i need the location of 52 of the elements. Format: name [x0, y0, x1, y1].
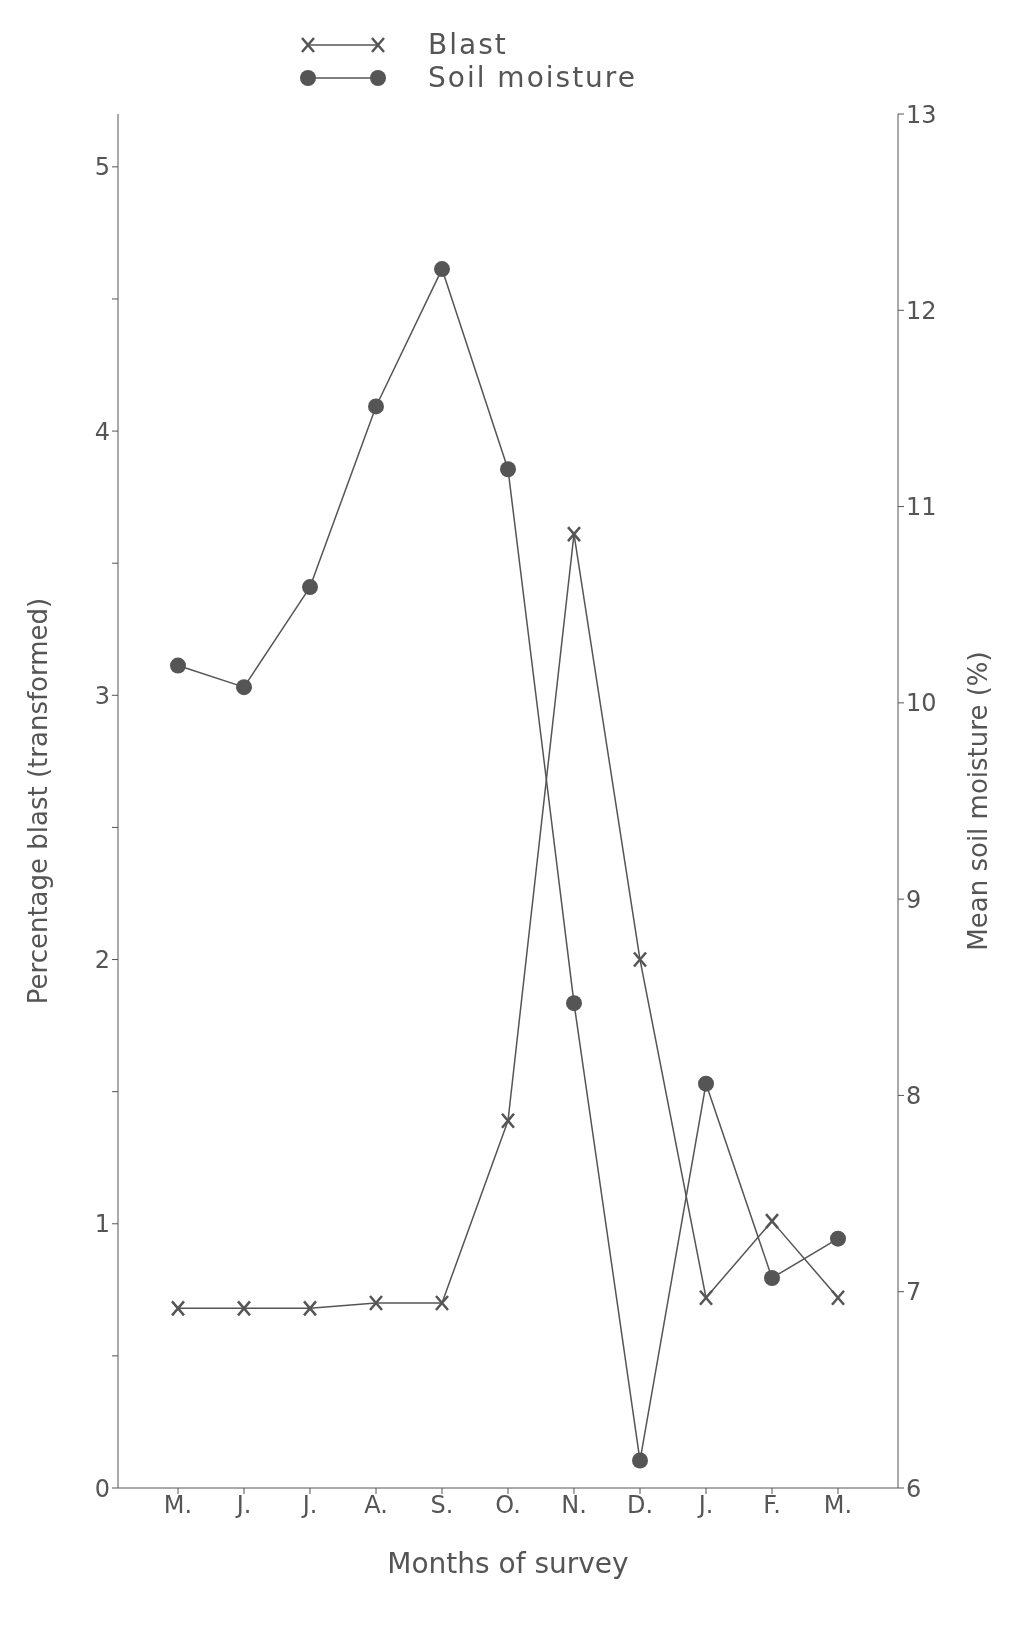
x-tick-label: A. — [364, 1491, 388, 1520]
point — [368, 1294, 384, 1312]
point — [830, 1230, 846, 1247]
point — [566, 995, 582, 1012]
point — [236, 1300, 252, 1317]
point — [434, 1294, 450, 1312]
point — [632, 1452, 648, 1469]
y2-tick-label: 12 — [906, 296, 937, 325]
y2-tick-label: 13 — [906, 100, 937, 129]
point — [170, 1300, 186, 1317]
y2-tick-label: 10 — [906, 689, 937, 718]
x-tick-label: O. — [495, 1491, 521, 1520]
y2-tick-label: 11 — [906, 493, 937, 522]
point — [500, 1112, 516, 1129]
x-tick-label: J. — [696, 1491, 714, 1520]
point — [500, 461, 516, 478]
point — [698, 1075, 714, 1092]
x-tick-label: D. — [626, 1491, 654, 1520]
legend-label: Blast — [428, 28, 508, 61]
point — [170, 657, 186, 674]
y2-tick-label: 7 — [906, 1278, 922, 1307]
point — [368, 398, 384, 415]
point — [566, 525, 582, 543]
point — [632, 951, 648, 968]
x-tick-label: J. — [234, 1491, 252, 1520]
x-axis-title: Months of survey — [387, 1547, 629, 1580]
point — [302, 1300, 318, 1317]
y-axis-title: Percentage blast (transformed) — [23, 597, 54, 1005]
y2-tick-label: 8 — [906, 1081, 922, 1110]
x-tick-label: J. — [300, 1491, 318, 1520]
point — [434, 261, 450, 278]
y2-tick-label: 9 — [906, 885, 922, 914]
x-tick-label: S. — [430, 1491, 454, 1520]
point — [236, 679, 252, 696]
point — [302, 579, 318, 596]
point — [764, 1269, 780, 1286]
point — [698, 1289, 714, 1306]
point — [830, 1289, 846, 1306]
y-tick-label: 1 — [94, 1210, 110, 1239]
y-tick-label: 4 — [94, 417, 110, 446]
x-tick-label: F. — [763, 1491, 781, 1520]
y2-tick-label: 6 — [906, 1474, 922, 1503]
x-tick-label: M. — [163, 1491, 193, 1520]
point — [764, 1212, 780, 1230]
x-tick-label: M. — [823, 1491, 853, 1520]
y-tick-label: 2 — [94, 946, 110, 975]
y-tick-label: 0 — [94, 1474, 110, 1503]
y-tick-label: 3 — [94, 681, 110, 710]
y-tick-label: 5 — [94, 153, 110, 182]
legend-label: Soil moisture — [428, 61, 637, 94]
x-tick-label: N. — [561, 1491, 587, 1520]
y2-axis-title: Mean soil moisture (%) — [963, 651, 994, 951]
